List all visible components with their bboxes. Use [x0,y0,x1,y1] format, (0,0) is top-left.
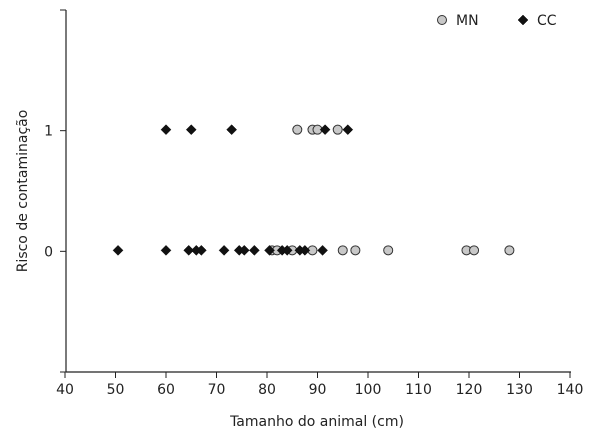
point-cc [195,244,207,256]
y-tick-label: 1 [44,124,53,140]
point-cc [226,124,238,136]
data-points [112,124,515,256]
point-cc [218,244,230,256]
point-cc [317,244,328,256]
x-tick-label: 140 [557,382,584,398]
x-tick-label: 80 [258,382,276,398]
point-cc [112,244,124,256]
point-mn [332,124,343,135]
legend-label-mn: MN [456,13,479,29]
point-mn [504,245,515,256]
point-mn [469,245,480,256]
x-tick-label: 90 [309,382,327,398]
point-mn [337,245,348,256]
point-cc [319,124,331,136]
point-cc [183,244,195,256]
x-tick-label: 40 [56,382,74,398]
x-tick-label: 120 [456,382,483,398]
x-tick-label: 50 [107,382,125,398]
legend-marker-mn [437,15,447,25]
x-tick-label: 130 [506,382,533,398]
ticks: 40 50 60 70 80 90 100 110 120 130 140 0 1 [44,9,584,398]
x-axis-label: Tamanho do animal (cm) [229,414,404,430]
legend-label-cc: CC [537,13,557,29]
point-cc [185,124,197,136]
point-cc [249,244,260,256]
legend-marker-cc [517,14,529,26]
series-mn [267,124,515,256]
y-axis-label: Risco de contaminação [15,110,31,273]
point-cc [160,244,172,256]
point-cc [238,244,250,256]
point-cc [281,244,293,256]
point-cc [299,244,311,256]
point-cc [342,124,354,136]
axes [65,10,571,373]
y-tick-label: 0 [44,244,53,260]
x-tick-label: 110 [405,382,432,398]
point-cc [160,124,172,136]
point-mn [292,124,303,135]
point-mn [383,245,394,256]
series-cc [112,124,354,256]
x-tick-label: 100 [355,382,382,398]
x-tick-label: 70 [208,382,226,398]
x-tick-label: 60 [157,382,175,398]
point-cc [264,244,275,256]
legend: MN CC [437,13,557,29]
point-mn [350,245,361,256]
